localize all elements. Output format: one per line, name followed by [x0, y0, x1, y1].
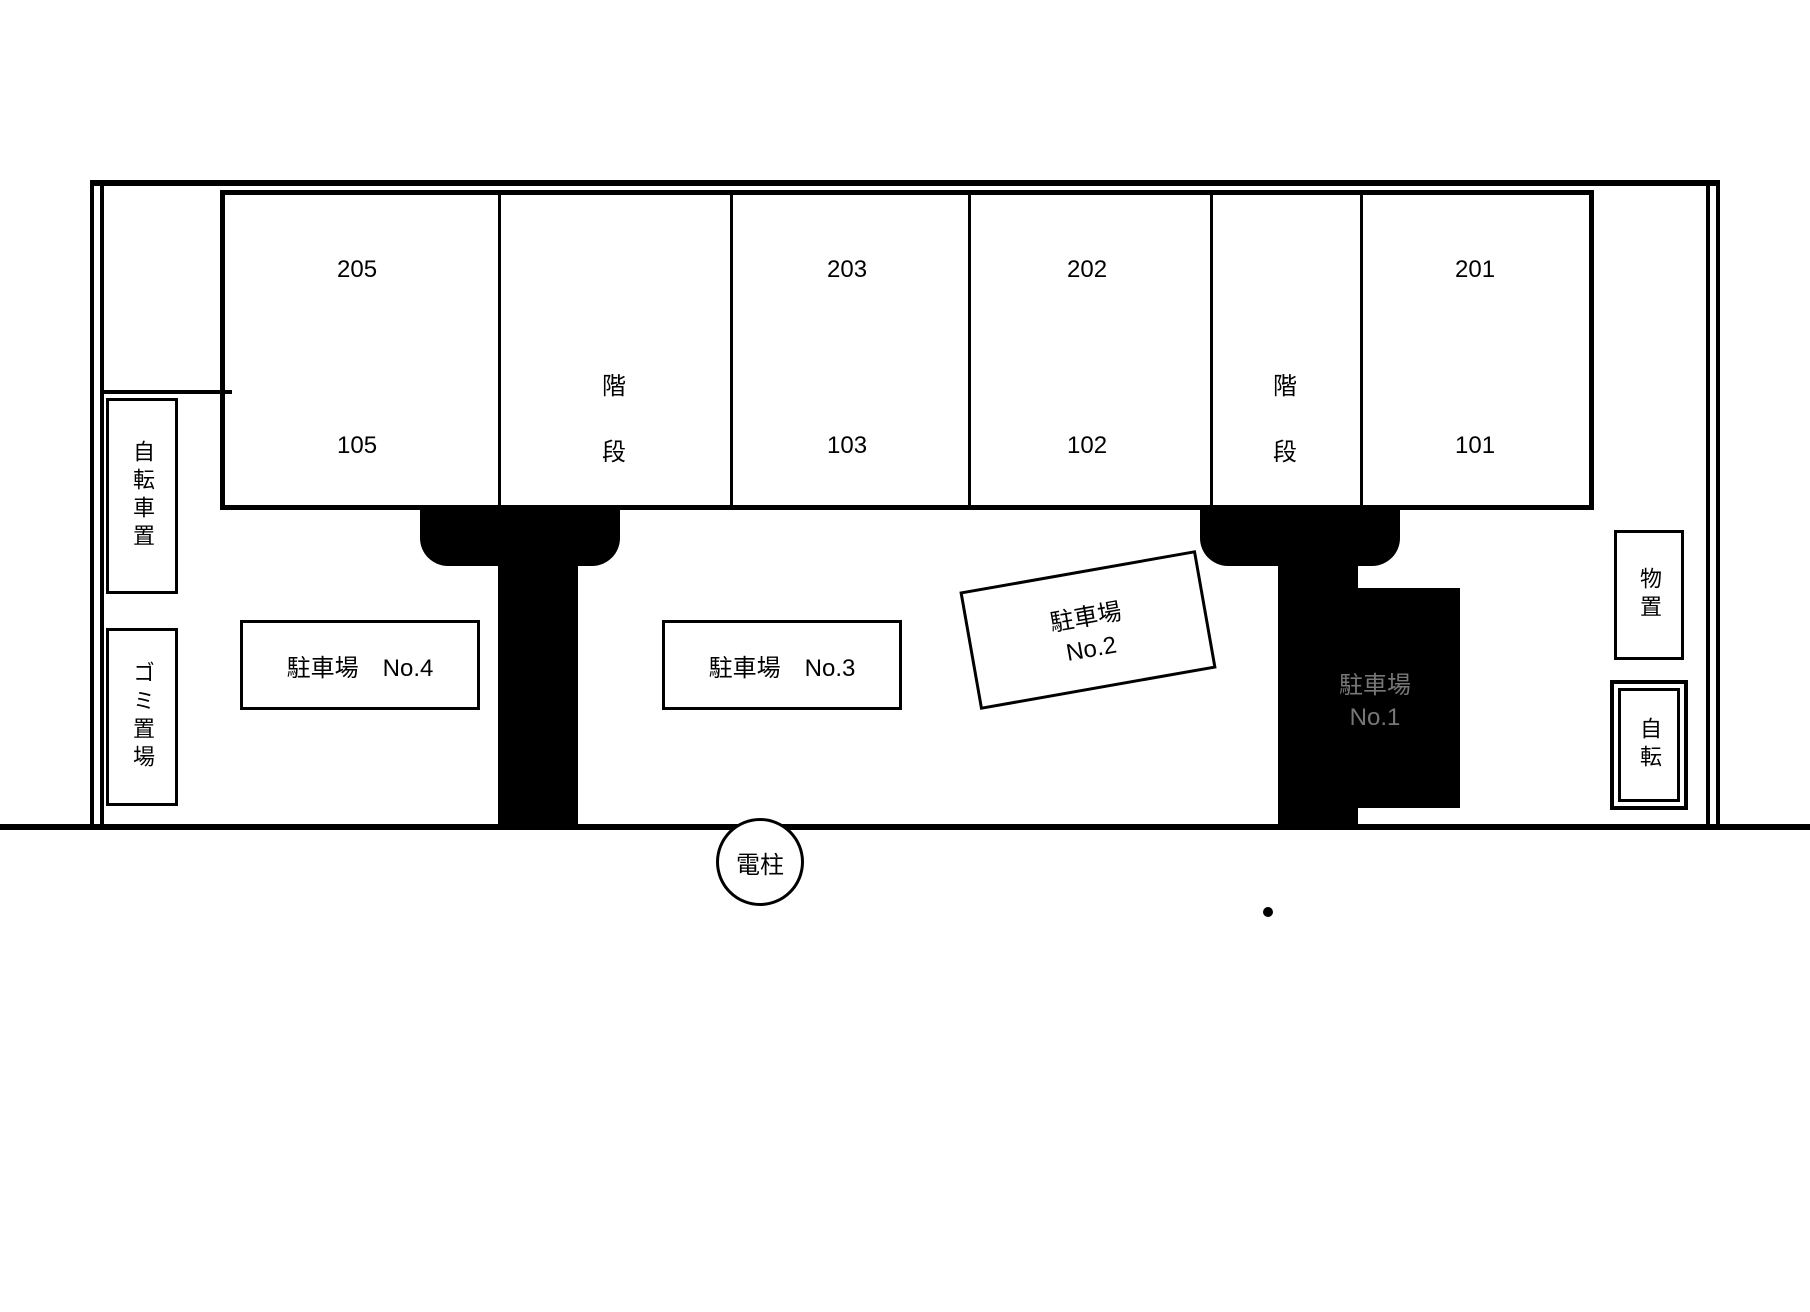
building-divider	[1210, 195, 1213, 505]
parking-space: 駐車場 No.3	[662, 620, 902, 710]
storage-label: 物置	[1633, 567, 1665, 623]
trash-area-box: ゴミ置場	[106, 628, 178, 806]
stairs-label: 段	[1273, 432, 1297, 467]
parking-space: 駐車場 No.4	[240, 620, 480, 710]
ground-line	[0, 824, 1810, 830]
unit-number-top: 201	[1455, 256, 1495, 284]
utility-pole-label: 電柱	[736, 845, 784, 880]
bike-small-box-outer: 自転	[1610, 680, 1688, 810]
parking-label: 駐車場 No.4	[287, 648, 434, 683]
building-divider	[968, 195, 971, 505]
unit-number-bottom: 103	[827, 432, 867, 460]
unit-number-top: 202	[1067, 256, 1107, 284]
building-divider	[730, 195, 733, 505]
entry-pillar	[498, 550, 578, 824]
trash-area-label: ゴミ置場	[126, 661, 158, 773]
stairs-label: 階	[602, 366, 626, 401]
parking-space: 駐車場 No.1	[1290, 588, 1460, 808]
parking-label-top: 駐車場	[1339, 665, 1411, 700]
building-divider	[498, 195, 501, 505]
utility-pole: 電柱	[716, 818, 804, 906]
frame-right-pillar	[1706, 180, 1720, 830]
parking-space: 駐車場No.2	[959, 550, 1216, 710]
unit-number-bottom: 102	[1067, 432, 1107, 460]
bike-parking-box: 自転車置	[106, 398, 178, 594]
building-divider	[1360, 195, 1363, 505]
stairs-label: 階	[1273, 366, 1297, 401]
unit-number-top: 203	[827, 256, 867, 284]
bike-small-box-inner: 自転	[1618, 688, 1680, 802]
bike-small-label: 自転	[1633, 717, 1665, 773]
stairs-label: 段	[602, 432, 626, 467]
bike-parking-label: 自転車置	[126, 440, 158, 552]
unit-number-top: 205	[337, 256, 377, 284]
parking-label-bottom: No.2	[1064, 631, 1119, 667]
frame-top-bar	[90, 180, 1720, 186]
left-wall-ledge	[104, 390, 232, 394]
floor-plan: 205105階段203103202102階段201101自転車置ゴミ置場物置自転…	[0, 0, 1810, 1312]
unit-number-bottom: 105	[337, 432, 377, 460]
storage-box: 物置	[1614, 530, 1684, 660]
building-outline	[220, 190, 1594, 510]
unit-number-bottom: 101	[1455, 432, 1495, 460]
parking-label: 駐車場 No.3	[709, 648, 856, 683]
frame-left-pillar	[90, 180, 104, 830]
parking-label-bottom: No.1	[1350, 704, 1401, 732]
marker-dot	[1263, 907, 1273, 917]
